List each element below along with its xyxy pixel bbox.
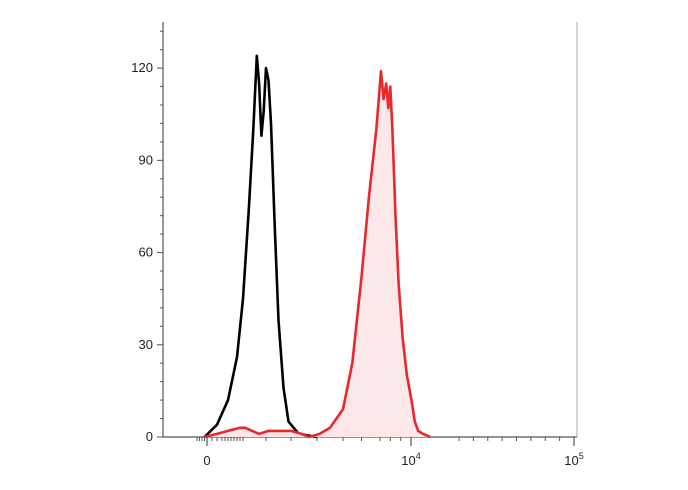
y-tick-label: 30 <box>139 337 153 352</box>
y-tick-label: 120 <box>131 60 153 75</box>
x-tick-label: 104 <box>401 451 420 468</box>
y-tick-label: 60 <box>139 245 153 260</box>
x-tick-label: 0 <box>203 453 210 468</box>
series-layer <box>203 54 431 439</box>
series-1-line <box>204 69 431 439</box>
x-tick-label: 105 <box>564 451 583 468</box>
y-tick-label: 0 <box>146 429 153 444</box>
tick-labels: 0 30 60 90 120 0 104 105 <box>131 60 583 468</box>
ticks <box>157 30 575 446</box>
y-tick-label: 90 <box>139 152 153 167</box>
series-0-line <box>203 54 318 439</box>
